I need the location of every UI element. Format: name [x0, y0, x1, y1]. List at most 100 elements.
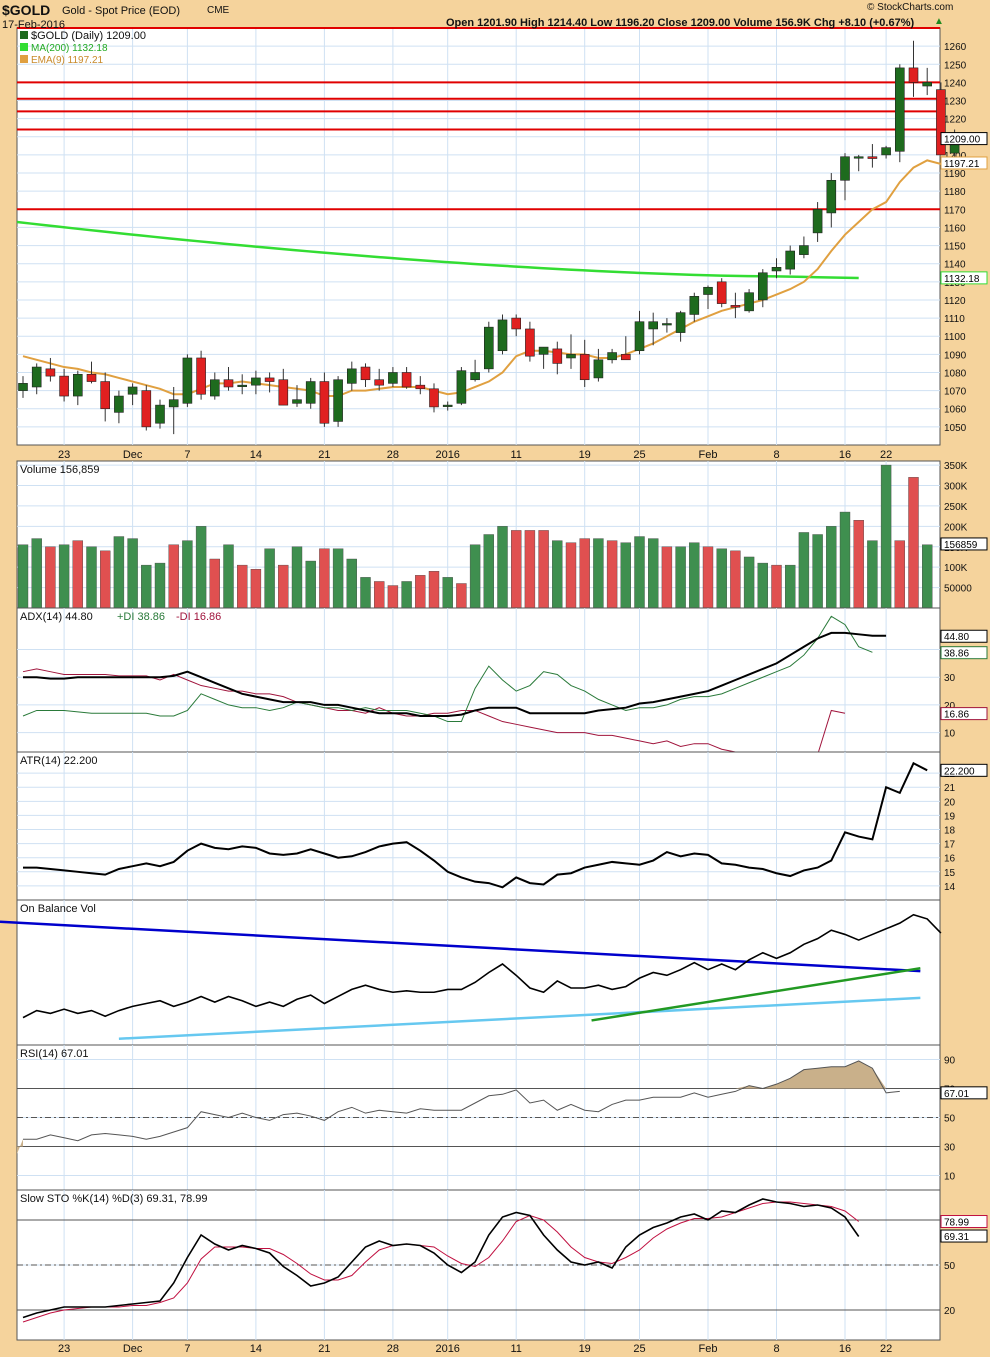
sto-k-value-label-box [940, 1229, 988, 1243]
volume-bar [17, 544, 29, 609]
atr-tick-label: 15 [944, 868, 956, 879]
price-x-label: 25 [633, 449, 645, 461]
volume-bar [360, 577, 371, 609]
rsi-value-label-box [940, 1086, 988, 1100]
volume-value-label: 156859 [944, 540, 978, 551]
candle-body [525, 328, 535, 357]
adx-value-label: 44.80 [944, 632, 969, 643]
candle-body [716, 281, 727, 304]
sto-x-label: Feb [699, 1343, 718, 1355]
volume-bar [606, 540, 618, 609]
sto-x-label: Dec [123, 1343, 143, 1355]
sto-x-label: 25 [633, 1343, 645, 1355]
up-arrow-icon: ▲ [934, 16, 944, 27]
volume-bar [483, 534, 494, 609]
candle-body [648, 321, 659, 330]
atr-value-label-box [940, 763, 988, 777]
candle-body [210, 379, 220, 397]
price-tick-label: 1110 [944, 314, 965, 325]
volume-bar [223, 544, 234, 609]
candle-body [634, 321, 645, 352]
sto-x-label: 23 [58, 1343, 70, 1355]
volume-bar [332, 548, 344, 609]
price-tick-label: 1250 [944, 60, 967, 71]
atr-tick-label: 21 [944, 783, 956, 794]
volume-bar [45, 546, 56, 609]
volume-bar [99, 550, 111, 609]
volume-bar [209, 558, 221, 609]
ema9-line [22, 159, 955, 398]
adx-line [23, 631, 887, 717]
rsi-tick-label: 10 [944, 1172, 956, 1183]
volume-bar [346, 558, 357, 609]
obv-trendline-blue [0, 920, 921, 973]
volume-bar [250, 569, 262, 609]
volume-bar [648, 538, 659, 609]
exchange-label: CME [207, 5, 230, 16]
price-legend-ema9: EMA(9) 1197.21 [31, 55, 104, 66]
candle-body [73, 373, 83, 397]
candle-body [470, 372, 480, 381]
adx-legend: ADX(14) 44.80 [20, 611, 93, 623]
candle-body [292, 399, 302, 404]
candle-body [114, 395, 124, 413]
volume-bar [264, 548, 275, 609]
volume-bar [428, 571, 440, 609]
volume-tick-label: 300K [944, 482, 968, 493]
volume-value-label-box [940, 537, 988, 551]
volume-bar [675, 546, 686, 609]
candle-body [429, 388, 439, 408]
candle-body [703, 286, 713, 295]
candle-body [415, 384, 426, 390]
volume-bar [853, 520, 864, 609]
candle-body [771, 267, 782, 272]
price-tick-label: 1220 [944, 115, 967, 126]
price-x-label: 23 [58, 449, 70, 461]
obv-legend: On Balance Vol [20, 903, 96, 915]
volume-bar [620, 542, 631, 609]
volume-bar [867, 540, 878, 609]
price-x-label: 16 [839, 449, 851, 461]
adx-tick-label: 30 [944, 673, 956, 684]
ema9-value-label: 1197.21 [944, 159, 980, 170]
plus-di-line [22, 615, 873, 723]
candle-body [237, 384, 247, 387]
sto-x-label: 16 [839, 1343, 851, 1355]
minus-di-value-label: 16.86 [944, 710, 969, 721]
sto-x-label: 2016 [435, 1343, 459, 1355]
price-legend-ma200: MA(200) 1132.18 [31, 43, 108, 54]
obv-trendline-lightblue [118, 996, 921, 1041]
volume-bar [757, 562, 768, 609]
volume-bar [31, 538, 42, 609]
atr-tick-label: 14 [944, 882, 956, 893]
candle-body [86, 373, 97, 382]
volume-bar [319, 548, 330, 609]
instrument-name: Gold - Spot Price (EOD) [62, 5, 180, 17]
candle-body [675, 312, 686, 333]
volume-bar [415, 575, 426, 609]
rsi-line [23, 1060, 900, 1142]
candle-body [401, 372, 412, 388]
volume-bar [497, 526, 508, 609]
adx-value-label-box [940, 629, 988, 643]
volume-tick-label: 200K [944, 522, 968, 533]
volume-bar [798, 532, 810, 609]
sto-tick-label: 50 [944, 1261, 956, 1272]
volume-bar [538, 530, 549, 609]
volume-tick-label: 250K [944, 502, 968, 513]
sto-d-value-label: 78.99 [944, 1218, 969, 1229]
volume-bar [880, 464, 892, 609]
candle-body [552, 348, 563, 364]
volume-bar [442, 577, 453, 609]
price-tick-label: 1230 [944, 97, 967, 108]
volume-bar [785, 564, 796, 609]
volume-bar [72, 540, 84, 609]
candle-body [730, 305, 741, 308]
volume-tick-label: 350K [944, 461, 968, 472]
volume-tick-label: 100K [944, 563, 968, 574]
price-tick-label: 1150 [944, 242, 966, 253]
volume-bar [278, 564, 289, 609]
price-x-label: 19 [579, 449, 591, 461]
volume-bar [730, 550, 741, 609]
